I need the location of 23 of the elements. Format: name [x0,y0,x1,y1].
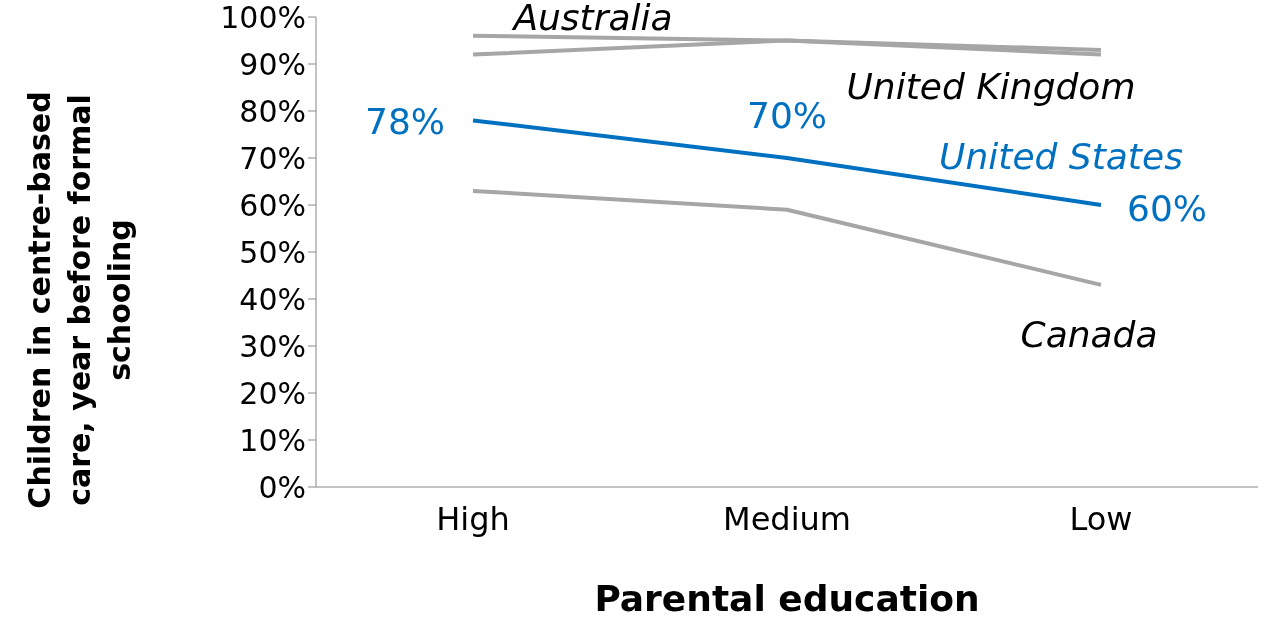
y-tick-label: 40% [239,281,306,317]
y-tick-label: 30% [239,328,306,364]
y-tick-label: 10% [239,422,306,458]
series-label: United Kingdom [846,65,1136,107]
x-tick-label: Low [1069,499,1133,538]
y-tick-label: 50% [239,234,306,270]
data-label: 60% [1126,188,1208,229]
data-label: 78% [364,101,446,143]
series-label: United States [939,136,1183,177]
y-tick-label: 60% [239,187,306,223]
data-label: 70% [746,95,828,136]
y-tick-label: 0% [258,469,306,505]
y-tick-label: 70% [239,140,306,176]
x-tick-label: High [436,499,510,538]
y-axis-title: Children in centre-based care, year before formal schooling [21,90,138,511]
series-label: Canada [1020,313,1158,355]
y-tick-label: 80% [239,93,306,129]
series-label: Australia [511,0,673,38]
y-tick-label: 90% [239,46,306,82]
x-axis-title: Parental education [593,578,981,619]
y-tick-label: 20% [239,375,306,411]
x-tick-label: Medium [723,499,851,538]
y-tick-label: 100% [220,0,306,35]
